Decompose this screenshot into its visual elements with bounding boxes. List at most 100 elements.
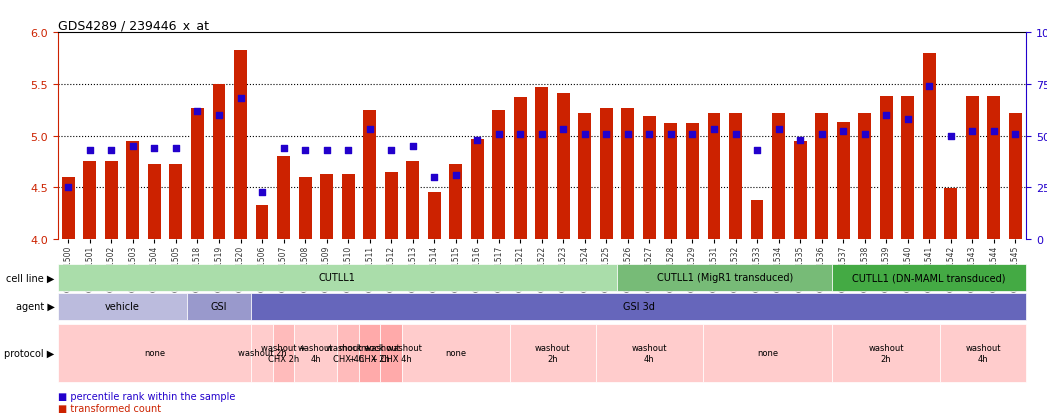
Text: mock washout
+ CHX 4h: mock washout + CHX 4h	[361, 344, 422, 363]
Bar	[213, 85, 225, 240]
Text: vehicle: vehicle	[105, 301, 139, 312]
Bar	[987, 97, 1000, 240]
Text: washout
4h: washout 4h	[631, 344, 667, 363]
Point	[684, 131, 700, 138]
Point	[168, 145, 184, 152]
Text: washout
4h: washout 4h	[965, 344, 1001, 363]
Point	[190, 108, 206, 115]
Bar	[449, 164, 462, 240]
Bar	[320, 174, 333, 240]
Text: washout
2h: washout 2h	[535, 344, 571, 363]
Bar	[105, 162, 118, 240]
Bar	[428, 192, 441, 240]
Bar	[406, 162, 419, 240]
Bar	[794, 141, 806, 240]
Point	[339, 147, 356, 154]
Bar	[643, 116, 655, 240]
Text: none: none	[143, 349, 165, 358]
Point	[490, 131, 507, 138]
Point	[512, 131, 529, 138]
Bar	[686, 124, 699, 240]
Point	[964, 129, 981, 135]
Point	[921, 83, 938, 90]
Point	[146, 145, 163, 152]
Text: GDS4289 / 239446_x_at: GDS4289 / 239446_x_at	[58, 19, 208, 32]
Bar	[127, 141, 139, 240]
Point	[706, 127, 722, 133]
Text: none: none	[445, 349, 466, 358]
Point	[469, 137, 486, 144]
Bar	[170, 164, 182, 240]
Bar	[751, 200, 763, 240]
Text: CUTLL1: CUTLL1	[319, 273, 356, 283]
Point	[404, 143, 421, 150]
Text: agent ▶: agent ▶	[16, 301, 54, 312]
Point	[834, 129, 851, 135]
Bar	[859, 114, 871, 240]
Bar	[471, 140, 484, 240]
Point	[899, 116, 916, 123]
Bar	[535, 88, 549, 240]
Bar	[384, 172, 398, 240]
Point	[555, 127, 572, 133]
Text: ■ percentile rank within the sample: ■ percentile rank within the sample	[58, 392, 235, 401]
Bar	[62, 178, 74, 240]
Bar	[665, 124, 677, 240]
Bar	[772, 114, 785, 240]
Text: CUTLL1 (MigR1 transduced): CUTLL1 (MigR1 transduced)	[656, 273, 793, 283]
Bar	[255, 206, 268, 240]
Point	[125, 143, 141, 150]
Text: ■ transformed count: ■ transformed count	[58, 403, 160, 413]
Bar	[557, 94, 570, 240]
Text: protocol ▶: protocol ▶	[4, 348, 54, 358]
Point	[296, 147, 313, 154]
Point	[749, 147, 765, 154]
Bar	[191, 109, 204, 240]
Bar	[837, 123, 849, 240]
Point	[318, 147, 335, 154]
Bar	[600, 109, 612, 240]
Bar	[235, 50, 247, 240]
Bar	[622, 109, 634, 240]
Point	[1007, 131, 1024, 138]
Bar	[492, 111, 506, 240]
Bar	[922, 54, 936, 240]
Point	[771, 127, 787, 133]
Bar	[729, 114, 742, 240]
Point	[877, 112, 894, 119]
Point	[641, 131, 658, 138]
Point	[814, 131, 830, 138]
Point	[663, 131, 680, 138]
Point	[82, 147, 98, 154]
Bar	[84, 162, 96, 240]
Bar	[708, 114, 720, 240]
Bar	[277, 157, 290, 240]
Point	[383, 147, 400, 154]
Bar	[341, 174, 355, 240]
Text: washout
4h: washout 4h	[298, 344, 334, 363]
Text: GSI: GSI	[210, 301, 227, 312]
Text: none: none	[757, 349, 778, 358]
Point	[942, 133, 959, 140]
Point	[728, 131, 744, 138]
Bar	[148, 164, 161, 240]
Bar	[879, 97, 893, 240]
Text: washout 2h: washout 2h	[238, 349, 287, 358]
Text: CUTLL1 (DN-MAML transduced): CUTLL1 (DN-MAML transduced)	[852, 273, 1006, 283]
Bar	[363, 111, 376, 240]
Point	[361, 127, 378, 133]
Point	[232, 96, 249, 102]
Bar	[1009, 114, 1022, 240]
Point	[210, 112, 227, 119]
Bar	[816, 114, 828, 240]
Point	[534, 131, 551, 138]
Text: mock washout
+ CHX 2h: mock washout + CHX 2h	[339, 344, 400, 363]
Text: washout +
CHX 2h: washout + CHX 2h	[261, 344, 306, 363]
Point	[985, 129, 1002, 135]
Bar	[514, 98, 527, 240]
Point	[103, 147, 119, 154]
Point	[275, 145, 292, 152]
Point	[620, 131, 637, 138]
Point	[856, 131, 873, 138]
Point	[426, 174, 443, 181]
